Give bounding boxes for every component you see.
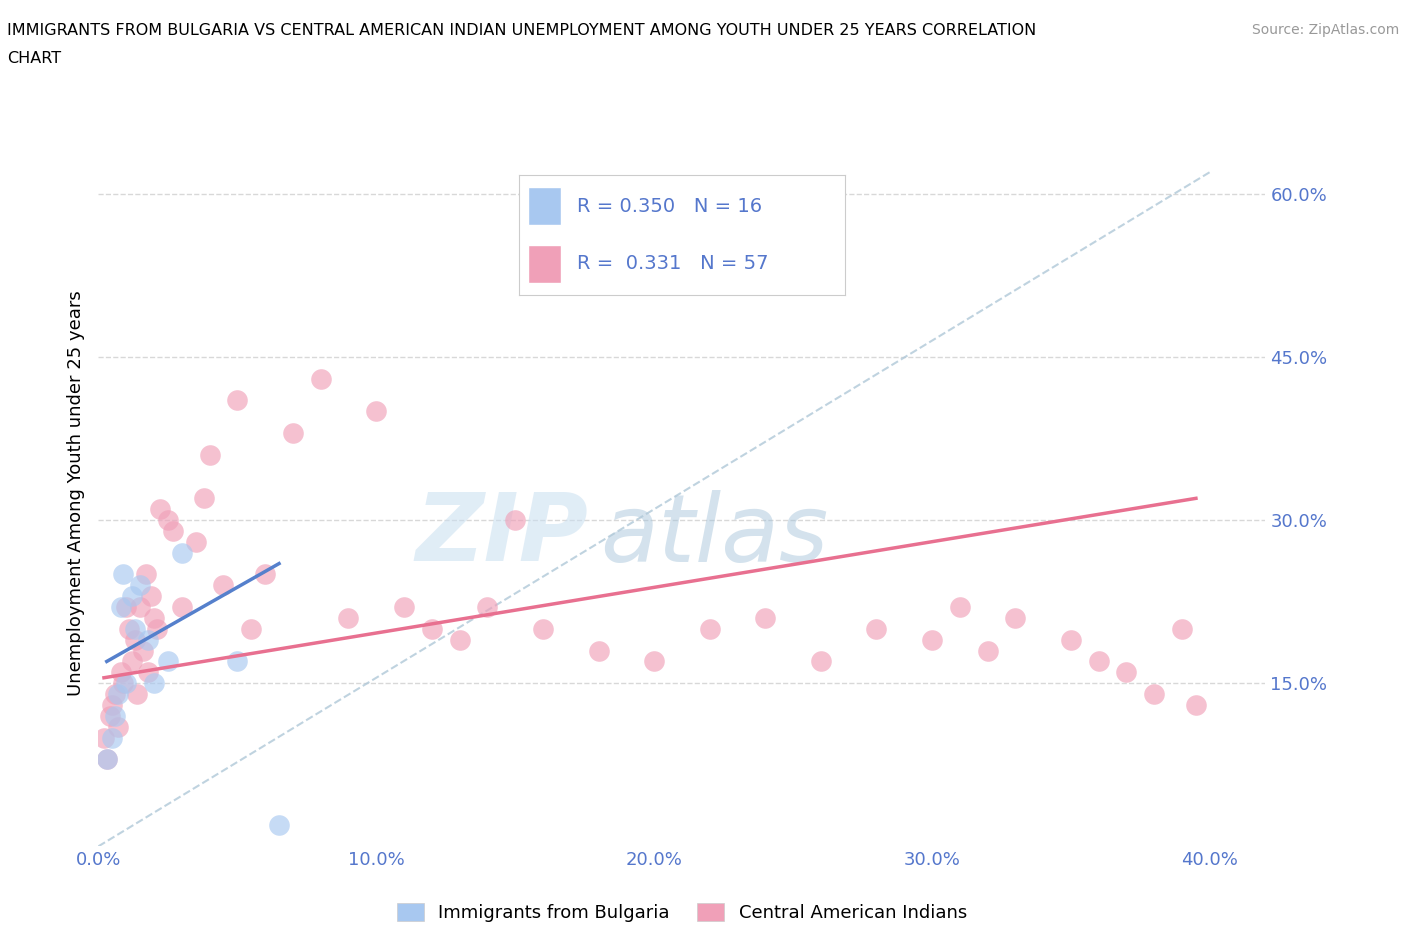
Point <box>101 730 124 745</box>
Point <box>124 621 146 636</box>
Point <box>112 676 135 691</box>
Point <box>1143 686 1166 701</box>
Point <box>138 632 160 647</box>
Point <box>754 610 776 625</box>
Point <box>148 502 170 517</box>
Point <box>810 654 832 669</box>
Point <box>949 600 972 615</box>
Point <box>135 567 157 582</box>
Point <box>141 589 163 604</box>
Point <box>93 730 115 745</box>
Point <box>118 621 141 636</box>
Point <box>198 447 221 462</box>
Point <box>226 393 249 408</box>
Point <box>98 709 121 724</box>
Point <box>107 686 129 701</box>
Point <box>193 491 215 506</box>
Point <box>96 751 118 766</box>
Legend: Immigrants from Bulgaria, Central American Indians: Immigrants from Bulgaria, Central Americ… <box>389 896 974 929</box>
Y-axis label: Unemployment Among Youth under 25 years: Unemployment Among Youth under 25 years <box>66 290 84 696</box>
Point <box>112 567 135 582</box>
Point <box>170 545 193 560</box>
Point <box>170 600 193 615</box>
Point <box>162 524 184 538</box>
Text: atlas: atlas <box>600 490 828 581</box>
Point <box>115 676 138 691</box>
Point <box>127 686 149 701</box>
Text: IMMIGRANTS FROM BULGARIA VS CENTRAL AMERICAN INDIAN UNEMPLOYMENT AMONG YOUTH UND: IMMIGRANTS FROM BULGARIA VS CENTRAL AMER… <box>7 23 1036 38</box>
Point <box>477 600 499 615</box>
Point <box>107 719 129 734</box>
Point <box>156 512 179 527</box>
Point <box>1004 610 1026 625</box>
Point <box>226 654 249 669</box>
Text: ZIP: ZIP <box>416 489 589 581</box>
Point <box>531 621 554 636</box>
Point <box>420 621 443 636</box>
Text: CHART: CHART <box>7 51 60 66</box>
Point <box>104 686 127 701</box>
Point <box>366 404 388 418</box>
Point <box>121 589 143 604</box>
Point <box>101 698 124 712</box>
Point <box>240 621 263 636</box>
Point <box>146 621 169 636</box>
Point <box>588 644 610 658</box>
Point <box>699 621 721 636</box>
Text: Source: ZipAtlas.com: Source: ZipAtlas.com <box>1251 23 1399 37</box>
Point <box>1171 621 1194 636</box>
Point <box>503 512 526 527</box>
Point <box>156 654 179 669</box>
Point <box>132 644 155 658</box>
Point <box>110 600 132 615</box>
Point <box>921 632 943 647</box>
Point <box>121 654 143 669</box>
Point <box>309 371 332 386</box>
Point <box>449 632 471 647</box>
Point <box>104 709 127 724</box>
Point <box>1060 632 1083 647</box>
Point <box>267 817 290 832</box>
Point <box>392 600 415 615</box>
Point <box>1087 654 1109 669</box>
Point <box>115 600 138 615</box>
Point <box>865 621 887 636</box>
Point <box>138 665 160 680</box>
Point <box>976 644 998 658</box>
Point <box>1185 698 1208 712</box>
Point <box>96 751 118 766</box>
Point <box>129 578 152 592</box>
Point <box>124 632 146 647</box>
Point <box>129 600 152 615</box>
Point <box>337 610 360 625</box>
Point <box>143 610 166 625</box>
Point <box>643 654 665 669</box>
Point <box>281 426 304 441</box>
Point <box>1115 665 1137 680</box>
Point <box>184 535 207 550</box>
Point <box>143 676 166 691</box>
Point <box>254 567 277 582</box>
Point <box>212 578 235 592</box>
Point <box>110 665 132 680</box>
